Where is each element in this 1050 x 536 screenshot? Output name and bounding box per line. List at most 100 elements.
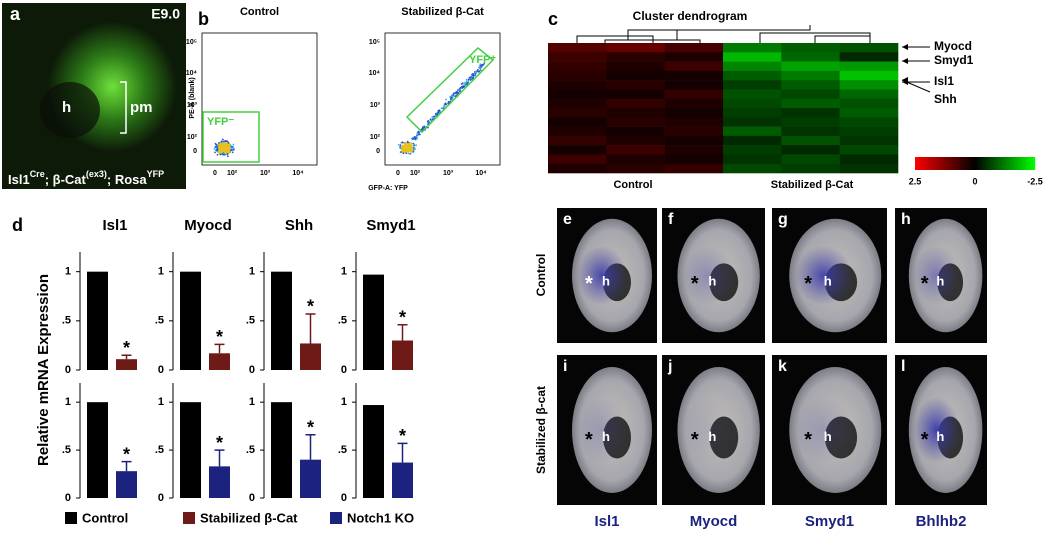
colorbar-step	[955, 157, 958, 170]
y-tick-label: .5	[62, 444, 71, 456]
genotype-part: (ex3)	[86, 169, 107, 179]
colorbar-tick-label: 0	[972, 176, 977, 186]
significance: *	[216, 433, 223, 453]
event	[409, 152, 412, 155]
event	[222, 144, 225, 147]
image-label: l	[901, 358, 905, 375]
event	[228, 152, 230, 154]
y-tick-label: 10⁴	[186, 70, 198, 77]
event	[464, 81, 466, 84]
colorbar-step	[959, 157, 962, 170]
event	[217, 151, 220, 154]
legend-swatch	[65, 512, 77, 524]
event	[408, 142, 411, 145]
event	[405, 151, 408, 153]
event	[223, 153, 225, 156]
colorbar-step	[937, 157, 940, 170]
error-bar	[305, 434, 316, 460]
y-tick-label: 10⁵	[186, 39, 197, 46]
colorbar-step	[993, 157, 996, 170]
heatmap-cell	[781, 89, 840, 100]
event	[227, 155, 229, 158]
event	[224, 147, 227, 150]
heatmap-cell	[723, 89, 782, 100]
event	[482, 64, 484, 66]
error-bar	[214, 449, 225, 467]
event	[479, 63, 482, 66]
row-label: Stabilized β-cat	[534, 386, 548, 474]
event	[445, 98, 447, 101]
heatmap-cell	[606, 80, 665, 90]
bar	[209, 466, 230, 498]
colorbar-step	[1009, 157, 1012, 170]
event	[416, 132, 419, 135]
colorbar-step	[1027, 157, 1030, 170]
y-axis-label: Relative mRNA Expression	[35, 274, 52, 466]
event	[220, 147, 223, 150]
bar	[87, 271, 108, 370]
heart-label: h	[936, 274, 944, 289]
heatmap-cell	[839, 80, 899, 90]
heatmap-cell	[664, 154, 724, 165]
chart-title: Myocd	[184, 217, 232, 234]
heatmap-cell	[664, 145, 724, 155]
y-axis-label: PE-A (blank)	[189, 77, 196, 118]
heatmap-cell	[548, 98, 607, 109]
colorbar-step	[943, 157, 946, 170]
colorbar-step	[997, 157, 1000, 170]
heatmap-cell	[548, 43, 607, 53]
heatmap-cell	[606, 117, 665, 127]
star: *	[691, 429, 699, 451]
y-tick-label: 10⁵	[369, 39, 380, 46]
colorbar-step	[939, 157, 942, 170]
stain	[682, 245, 735, 306]
colorbar-step	[1019, 157, 1022, 170]
event	[406, 148, 409, 151]
event	[399, 151, 402, 154]
heatmap-cell	[606, 163, 665, 174]
event	[461, 82, 464, 85]
colorbar-step	[971, 157, 974, 170]
y-tick-label: .5	[155, 315, 164, 327]
significance: *	[399, 426, 406, 446]
heatmap-cell	[548, 117, 607, 127]
heatmap-cell	[723, 80, 782, 90]
event	[220, 144, 223, 147]
event	[218, 142, 220, 144]
colorbar-step	[931, 157, 934, 170]
event	[405, 144, 407, 146]
y-tick-label: 1	[65, 396, 71, 408]
x-tick-label: 10³	[443, 170, 454, 177]
star: *	[804, 429, 812, 451]
event	[407, 152, 410, 155]
bracket	[120, 81, 127, 134]
event	[219, 150, 221, 153]
event	[402, 148, 405, 151]
event	[465, 78, 468, 81]
event	[218, 146, 221, 149]
event	[405, 142, 408, 145]
y-tick-label: 1	[249, 396, 255, 408]
heatmap-cell	[548, 108, 607, 118]
event	[458, 89, 460, 91]
heatmap-cell	[723, 145, 782, 155]
heatmap-cell	[839, 163, 899, 174]
event	[423, 126, 426, 129]
star: *	[585, 273, 593, 295]
event	[230, 149, 233, 152]
event	[413, 137, 416, 140]
image-label: e	[563, 211, 572, 228]
events	[213, 138, 236, 158]
arrow-head	[902, 58, 908, 64]
colorbar-step	[979, 157, 982, 170]
event	[411, 148, 414, 151]
plot-frame	[384, 32, 501, 166]
y-tick-label: 0	[158, 364, 164, 376]
image-label: h	[901, 211, 911, 228]
event	[416, 137, 418, 140]
heatmap-cell	[548, 52, 607, 62]
colorbar-step	[981, 157, 984, 170]
y-tick-label: 10³	[187, 102, 198, 109]
error-bar	[214, 343, 225, 354]
dendrogram-title: Cluster dendrogram	[633, 9, 748, 23]
